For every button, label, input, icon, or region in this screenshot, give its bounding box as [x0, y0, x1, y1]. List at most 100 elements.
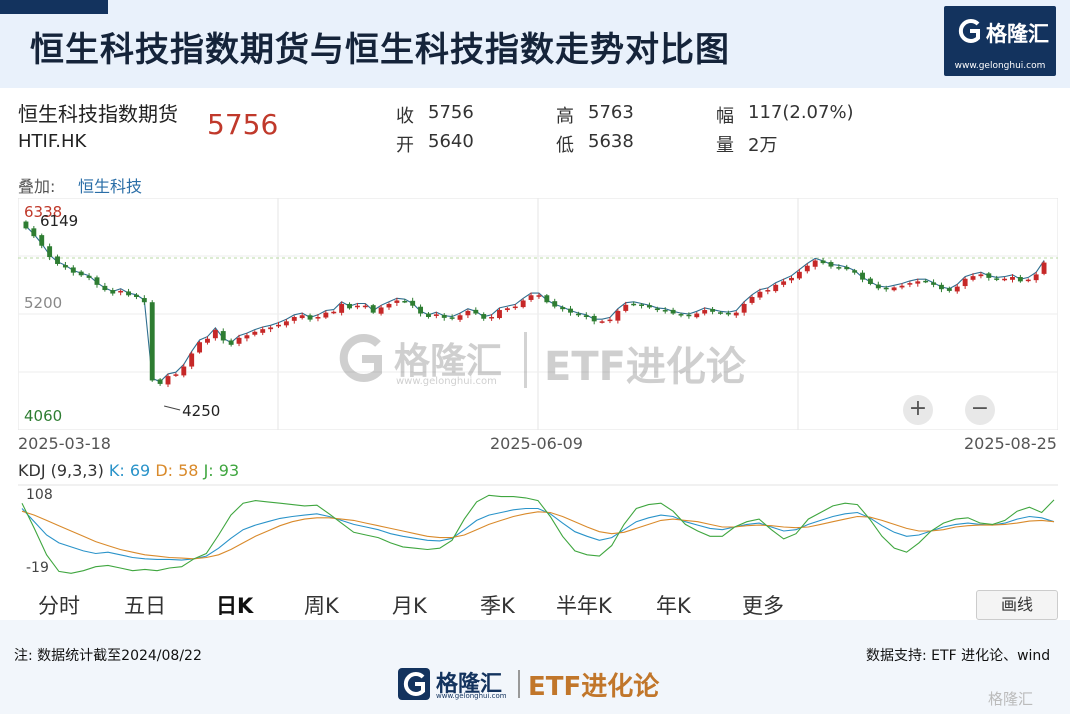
tab-0[interactable]: 分时 [38, 594, 80, 618]
zoom-out-button[interactable]: − [965, 395, 995, 425]
candle-body [694, 313, 700, 318]
tab-6[interactable]: 半年K [556, 594, 612, 618]
candle-body [804, 265, 810, 272]
tab-2[interactable]: 日K [216, 594, 254, 618]
candle-body [875, 284, 881, 289]
x-tick-label: 2025-03-18 [18, 434, 111, 453]
candle-body [946, 288, 952, 291]
candle-body [133, 294, 139, 298]
candle-body [678, 314, 684, 316]
candle-body [212, 330, 218, 339]
candle-body [276, 324, 281, 327]
tab-1[interactable]: 五日 [124, 594, 166, 618]
tab-4[interactable]: 月K [392, 594, 427, 618]
candle-body [268, 327, 274, 330]
y-min-label: 4060 [24, 407, 62, 425]
zoom-in-button[interactable]: + [903, 395, 933, 425]
figure-header: 恒生科技指数期货与恒生科技指数走势对比图 格隆汇 www.gelonghui.c… [0, 0, 1070, 88]
candle-body [654, 308, 660, 311]
watermark-url: www.gelonghui.com [396, 376, 497, 387]
min-pointer [163, 405, 181, 411]
footer-brand-name: 格隆汇 [436, 672, 503, 697]
candle-body [205, 338, 210, 343]
instrument-code: HTIF.HK [18, 131, 87, 152]
draw-line-button[interactable]: 画线 [976, 590, 1058, 620]
kdj-title: KDJ (9,3,3) [18, 461, 104, 480]
brand-url: www.gelonghui.com [954, 61, 1046, 71]
candle-body [781, 281, 787, 285]
candle-body [78, 271, 84, 276]
candle-body [686, 314, 692, 317]
x-tick-label: 2025-06-09 [490, 434, 583, 453]
candle-body [1002, 278, 1008, 281]
candle-body [315, 316, 321, 319]
gelonghui-logo-icon [958, 19, 980, 43]
overlay-index-link[interactable]: 恒生科技 [78, 177, 143, 196]
candle-body [441, 314, 447, 318]
candle-body [852, 270, 858, 273]
kdj-k-line [21, 507, 1055, 561]
index-overlay-line-group [25, 225, 1045, 383]
candle-body [528, 295, 534, 300]
candle-body [394, 300, 400, 303]
tab-5[interactable]: 季K [480, 594, 515, 618]
candle-body [749, 297, 755, 303]
candle-body [962, 278, 968, 287]
candle-body [252, 331, 258, 335]
candle-body [828, 262, 834, 267]
candle-body [457, 315, 463, 320]
tab-8[interactable]: 更多 [742, 594, 784, 618]
candle-body [370, 305, 376, 313]
watermark-divider [524, 332, 527, 388]
footer-brand: 格隆汇 www.gelonghui.com ETF进化论 [398, 664, 688, 704]
open-label: 开 [396, 135, 414, 156]
candle-body [118, 290, 124, 293]
low-label: 低 [556, 135, 574, 156]
footnote: 注: 数据统计截至2024/08/22 [14, 648, 202, 664]
candle-body [94, 277, 100, 285]
brand-logo: 格隆汇 www.gelonghui.com [944, 6, 1056, 76]
candle-body [481, 314, 487, 319]
tab-3[interactable]: 周K [304, 594, 339, 618]
candle-body [157, 379, 163, 384]
y-max-label: 6338 [24, 203, 62, 221]
candle-body [307, 315, 313, 320]
candle-body [433, 314, 439, 316]
watermark-brand-name: 格隆汇 [394, 341, 503, 382]
candle-body [899, 285, 905, 288]
kdj-lines [21, 494, 1055, 574]
candle-body [283, 321, 289, 326]
candle-body [47, 246, 53, 258]
instrument-name: 恒生科技指数期货 [18, 102, 178, 126]
kdj-j-line [21, 494, 1055, 574]
tab-7[interactable]: 年K [656, 594, 691, 618]
candle-body [1010, 277, 1015, 280]
kdj-legend: KDJ (9,3,3) K: 69 D: 58 J: 93 [18, 461, 239, 480]
candle-body [867, 278, 873, 284]
candle-body [126, 291, 131, 296]
candle-body [418, 306, 424, 314]
candle-body [260, 329, 266, 333]
candle-body [354, 305, 360, 308]
candle-body [939, 284, 944, 290]
candle-body [197, 342, 203, 353]
candle-body [568, 308, 573, 313]
candle-body [725, 312, 731, 315]
gelonghui-logo-icon [339, 334, 382, 382]
candle-body [710, 309, 716, 312]
close-value: 5756 [428, 102, 474, 123]
candle-body [560, 307, 566, 310]
candle-body [244, 335, 250, 339]
kdj-chart[interactable]: 108 -19 [18, 484, 1058, 580]
close-label: 收 [396, 106, 414, 127]
candle-body [670, 309, 676, 314]
max-close-label: 6149 [40, 212, 78, 230]
candle-body [765, 290, 771, 292]
chart-grid [18, 198, 1058, 430]
candle-body [599, 321, 605, 323]
gelonghui-logo-icon [398, 668, 430, 700]
candle-body [173, 374, 179, 376]
